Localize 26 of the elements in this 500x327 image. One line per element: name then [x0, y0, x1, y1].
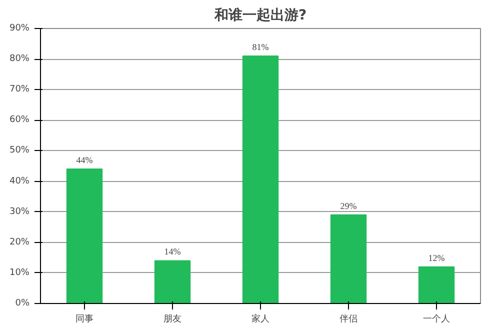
chart-title: 和谁一起出游? [213, 6, 307, 24]
y-tick-label: 70% [9, 84, 30, 95]
y-tick-label: 60% [9, 115, 30, 126]
y-tick-label: 90% [9, 24, 30, 34]
data-label: 81% [252, 42, 270, 52]
data-label: 12% [428, 252, 446, 263]
bar [66, 168, 103, 304]
data-label: 29% [340, 200, 358, 211]
data-label: 44% [76, 155, 94, 166]
x-tick-label: 朋友 [164, 314, 182, 324]
y-tick-label: 30% [9, 206, 30, 217]
x-tick-label: 一个人 [423, 314, 450, 324]
y-tick-label: 50% [9, 146, 30, 156]
y-tick-label: 20% [9, 237, 30, 248]
y-tick-label: 0% [15, 298, 30, 308]
y-tick-label: 40% [9, 176, 30, 186]
x-tick-label: 伴侣 [340, 314, 358, 324]
x-tick-label: 同事 [76, 314, 94, 324]
bar [330, 214, 367, 304]
bar [418, 266, 455, 304]
bar [242, 56, 279, 304]
bar [154, 260, 191, 304]
y-tick-label: 10% [9, 268, 30, 278]
y-tick-label: 80% [9, 54, 30, 64]
data-label: 14% [164, 246, 182, 257]
x-tick-label: 家人 [252, 314, 270, 324]
